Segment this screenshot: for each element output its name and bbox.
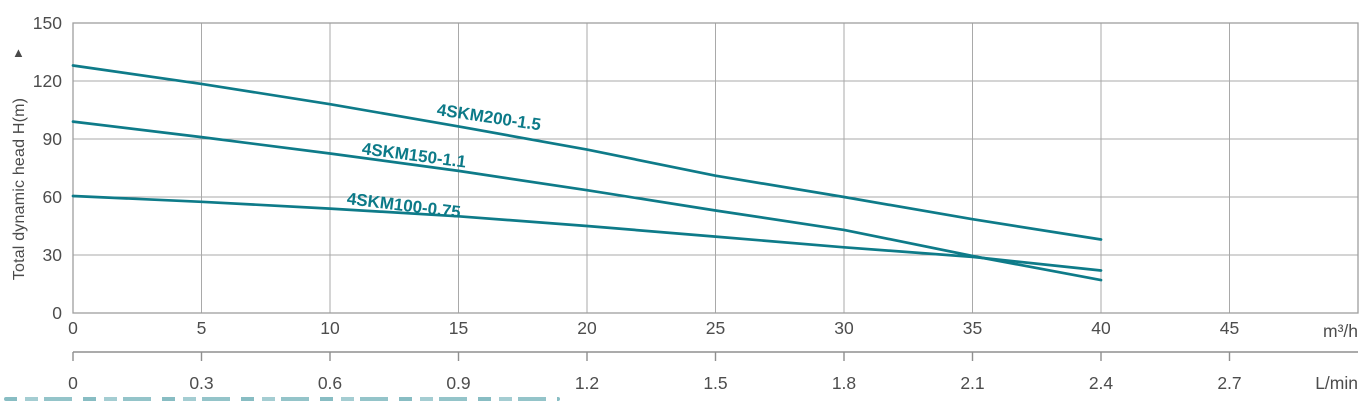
x-secondary-tick-label: 1.8 xyxy=(832,373,856,393)
x-secondary-tick-label: 0.3 xyxy=(189,373,213,393)
x-primary-tick-label: 15 xyxy=(449,318,468,338)
x-primary-tick-label: 30 xyxy=(834,318,854,338)
x-primary-tick-label: 35 xyxy=(963,318,982,338)
y-tick-label: 90 xyxy=(43,129,63,149)
x-primary-tick-label: 40 xyxy=(1091,318,1111,338)
x-primary-tick-label: 20 xyxy=(577,318,597,338)
y-tick-label: 120 xyxy=(33,71,62,91)
y-tick-label: 60 xyxy=(43,187,63,207)
x-primary-tick-label: 45 xyxy=(1220,318,1239,338)
x-secondary-tick-label: 1.5 xyxy=(703,373,727,393)
x-primary-tick-label: 0 xyxy=(68,318,78,338)
x-primary-unit-label: m³/h xyxy=(1323,321,1358,341)
x-secondary-tick-label: 0.9 xyxy=(446,373,470,393)
x-secondary-tick-label: 0.6 xyxy=(318,373,342,393)
x-secondary-unit-label: L/min xyxy=(1315,373,1358,393)
pump-curve-2 xyxy=(71,194,1103,272)
plot-border xyxy=(72,22,1359,314)
x-secondary-tick-label: 2.1 xyxy=(960,373,984,393)
x-secondary-tick-label: 2.7 xyxy=(1217,373,1241,393)
y-axis-title: Total dynamic head H(m) xyxy=(11,97,28,281)
x-primary-tick-label: 10 xyxy=(320,318,340,338)
y-tick-label: 150 xyxy=(33,13,62,33)
x-secondary-tick-label: 0 xyxy=(68,373,78,393)
y-tick-label: 0 xyxy=(52,303,62,323)
pump-curve-1 xyxy=(71,120,1103,282)
x-primary-tick-label: 25 xyxy=(706,318,725,338)
pump-curve-0 xyxy=(71,64,1103,241)
cutoff-text-strip xyxy=(4,397,560,401)
x-secondary-tick-label: 1.2 xyxy=(575,373,599,393)
y-axis-arrow-icon: ▲ xyxy=(12,45,25,60)
x-secondary-tick-label: 2.4 xyxy=(1089,373,1114,393)
y-tick-label: 30 xyxy=(43,245,63,265)
x-primary-tick-label: 5 xyxy=(197,318,207,338)
